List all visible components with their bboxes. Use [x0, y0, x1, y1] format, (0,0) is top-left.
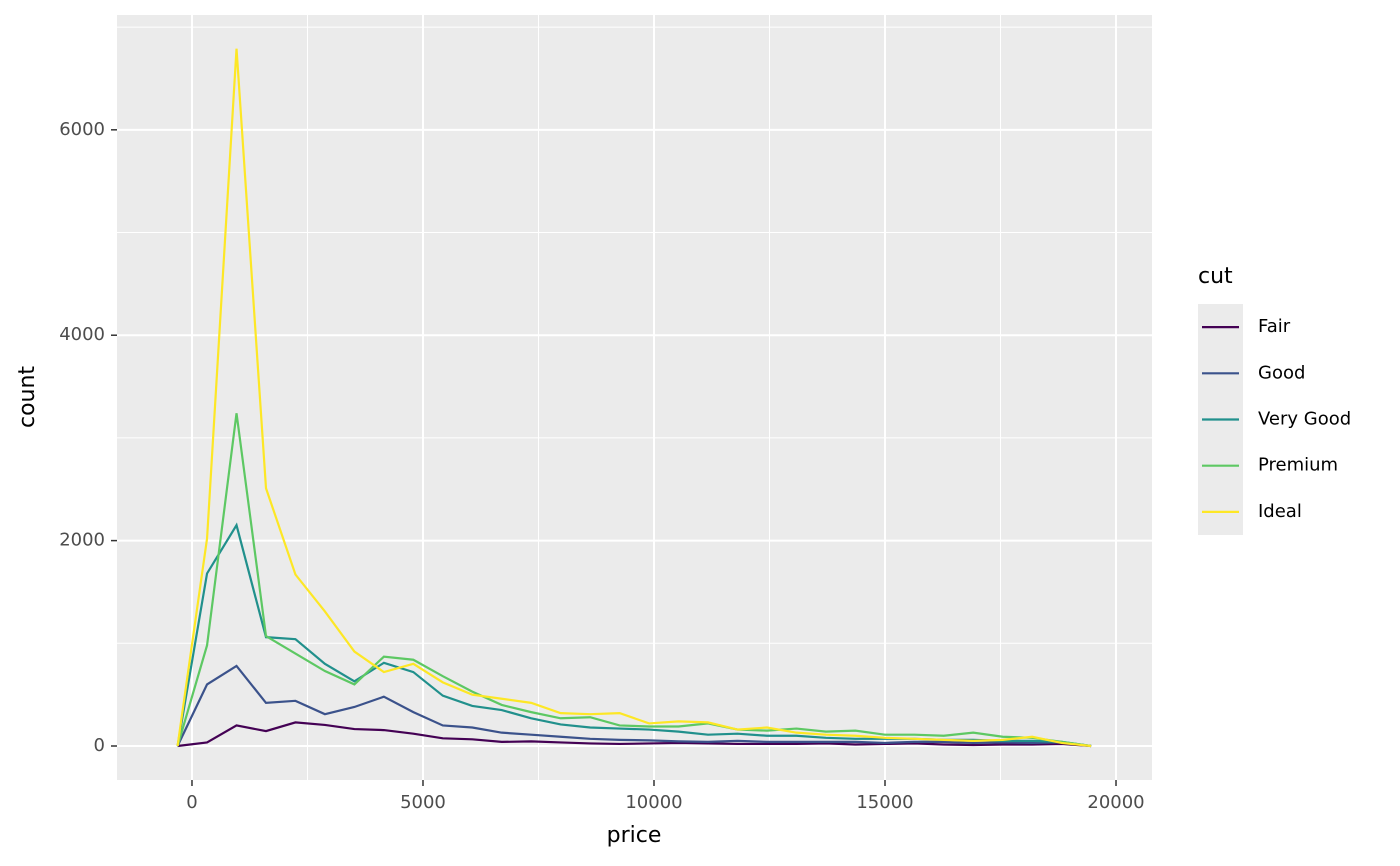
legend-label: Fair — [1258, 316, 1291, 337]
x-tick-label: 5000 — [400, 792, 446, 813]
series-line — [176, 48, 1092, 748]
legend-label: Premium — [1258, 455, 1338, 476]
series-line — [176, 664, 1092, 748]
y-tick-label: 2000 — [59, 530, 105, 551]
x-tick-label: 15000 — [856, 792, 913, 813]
y-tick-label: 4000 — [59, 324, 105, 345]
x-tick-label: 10000 — [625, 792, 682, 813]
panel — [117, 15, 1152, 780]
series-line — [177, 721, 1092, 748]
legend-label: Very Good — [1258, 409, 1351, 430]
y-tick-label: 0 — [94, 735, 105, 756]
x-tick-label: 0 — [186, 792, 197, 813]
legend-label: Good — [1258, 362, 1305, 383]
y-axis-title: count — [15, 366, 40, 428]
series-line — [176, 413, 1092, 748]
y-tick-label: 6000 — [59, 119, 105, 140]
x-tick-label: 20000 — [1087, 792, 1144, 813]
legend-label: Ideal — [1258, 501, 1302, 522]
x-axis-title: price — [607, 823, 662, 848]
legend-title: cut — [1198, 264, 1233, 289]
